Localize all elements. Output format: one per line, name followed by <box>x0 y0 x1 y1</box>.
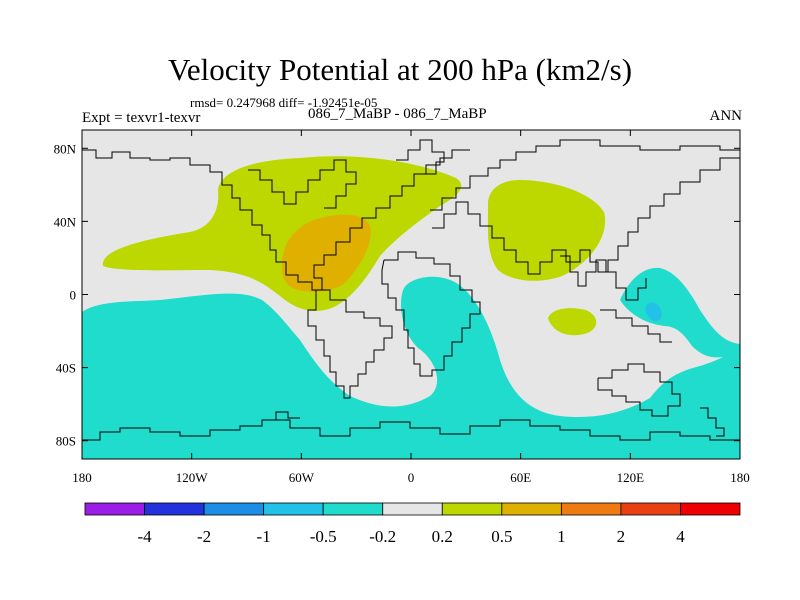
x-tick-label: 60E <box>510 470 531 485</box>
colorbar-swatch <box>560 502 622 516</box>
x-tick-label: 180 <box>730 470 750 485</box>
y-tick-label: 40N <box>54 214 77 229</box>
colorbar-label: 2 <box>617 527 626 546</box>
coastlines <box>82 139 740 441</box>
coastline-antarctica <box>82 419 740 441</box>
experiment-label: Expt = texvr1-texvr <box>82 110 201 126</box>
x-tick-label: 180 <box>72 470 92 485</box>
period-label: ANN <box>709 108 743 124</box>
case-label: 086_7_MaBP - 086_7_MaBP <box>308 106 487 122</box>
coastline-india-se-asia <box>560 255 647 301</box>
axis-ticks <box>81 130 741 459</box>
colorbar-swatch <box>680 502 741 516</box>
colorbar-label: 0.5 <box>491 527 512 546</box>
colorbar-swatch <box>501 502 562 516</box>
chart-title: Velocity Potential at 200 hPa (km2/s) <box>167 52 633 87</box>
coastline-australia <box>597 363 681 417</box>
coastline-greenland <box>396 139 445 175</box>
coastline-antarctic-peninsula <box>266 411 300 421</box>
colorbar: -4 -2 -1 -0.5 -0.2 0.2 0.5 1 2 4 <box>84 502 741 546</box>
contour-region-west-pacific-negative <box>620 267 740 358</box>
stats-text: rmsd= 0.247968 diff= -1.92451e-05 <box>190 95 378 110</box>
y-tick-label: 40S <box>56 361 76 376</box>
y-tick-label: 0 <box>70 288 77 303</box>
colorbar-label: 0.2 <box>432 527 453 546</box>
coastline-north-america-inner <box>248 159 357 209</box>
colorbar-swatch <box>322 502 384 516</box>
coastline-maritime-continent <box>600 309 672 343</box>
x-tick-label: 120W <box>176 470 209 485</box>
colorbar-swatch <box>144 502 205 516</box>
colorbar-swatch <box>620 502 681 516</box>
contour-region-atlantic-strong-positive <box>281 214 371 292</box>
colorbar-label: -4 <box>137 527 152 546</box>
y-tick-label: 80S <box>56 434 76 449</box>
colorbar-swatch <box>203 502 265 516</box>
colorbar-label: -0.5 <box>310 527 337 546</box>
y-tick-label: 80N <box>54 141 77 156</box>
colorbar-swatch <box>263 502 324 516</box>
x-tick-label: 120E <box>617 470 645 485</box>
coastline-africa <box>381 251 481 377</box>
colorbar-label: -1 <box>257 527 271 546</box>
contour-region-indian-ocean-positive <box>548 308 597 336</box>
colorbar-swatch <box>382 502 443 516</box>
coastline-south-america <box>307 289 393 399</box>
contour-region-west-pacific-strong-negative <box>645 302 662 322</box>
coastline-north-america <box>82 149 470 291</box>
axis-labels: 180 120W 60W 0 60E 120E 180 80N 40N 0 40S 80S <box>54 141 750 485</box>
contour-region-atlantic-positive <box>102 156 462 311</box>
colorbar-label: -0.2 <box>369 527 396 546</box>
coastline-new-zealand <box>700 407 725 437</box>
colorbar-swatch <box>441 502 503 516</box>
colorbar-label: 4 <box>676 527 685 546</box>
x-tick-label: 60W <box>289 470 315 485</box>
colorbar-label: 1 <box>557 527 566 546</box>
colorbar-swatch <box>84 502 145 516</box>
colorbar-label: -2 <box>197 527 211 546</box>
x-tick-label: 0 <box>408 470 415 485</box>
contour-region-southern-negative <box>82 276 740 459</box>
coastline-eurasia <box>430 139 740 275</box>
contour-region-asia-positive <box>487 180 606 281</box>
